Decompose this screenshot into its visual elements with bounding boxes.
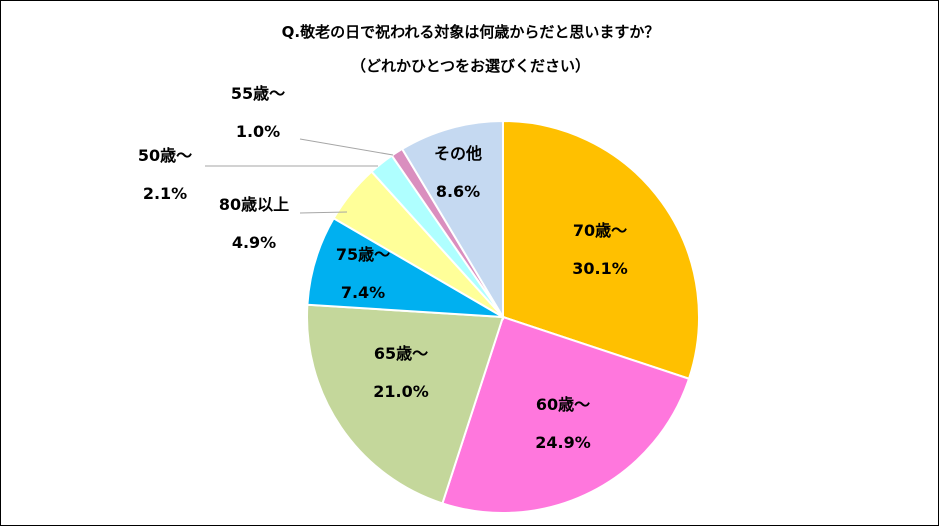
chart-title: Q.敬老の日で祝われる対象は何歳からだと思いますか？: [281, 23, 660, 41]
pie-slice-0: [502, 119, 700, 381]
slice-value-label: 4.9%: [232, 233, 276, 252]
slice-value-label: 30.1%: [572, 259, 628, 278]
slice-name-label: 80歳以上: [219, 195, 289, 214]
chart-subtitle: （どれかひとつをお選びください）: [351, 57, 590, 75]
pie-slice-1: [441, 315, 691, 514]
slice-value-label: 8.6%: [436, 182, 480, 201]
leader-line-6: [299, 138, 394, 156]
leader-line-4: [299, 211, 348, 214]
slice-name-label: 75歳～: [336, 245, 390, 264]
slice-value-label: 2.1%: [143, 184, 187, 203]
slice-name-label: 70歳～: [573, 221, 627, 240]
slice-value-label: 21.0%: [373, 382, 429, 401]
pie-slice-7: [400, 119, 504, 321]
slice-name-label: 55歳～: [231, 84, 285, 103]
slice-value-label: 24.9%: [535, 433, 591, 452]
pie-slice-2: [306, 303, 505, 505]
slice-value-label: 7.4%: [341, 283, 385, 302]
slice-name-label: 60歳～: [536, 395, 590, 414]
slice-value-label: 1.0%: [236, 122, 280, 141]
slice-name-label: その他: [434, 144, 482, 163]
slice-name-label: 50歳～: [138, 146, 192, 165]
slice-name-label: 65歳～: [374, 344, 428, 363]
